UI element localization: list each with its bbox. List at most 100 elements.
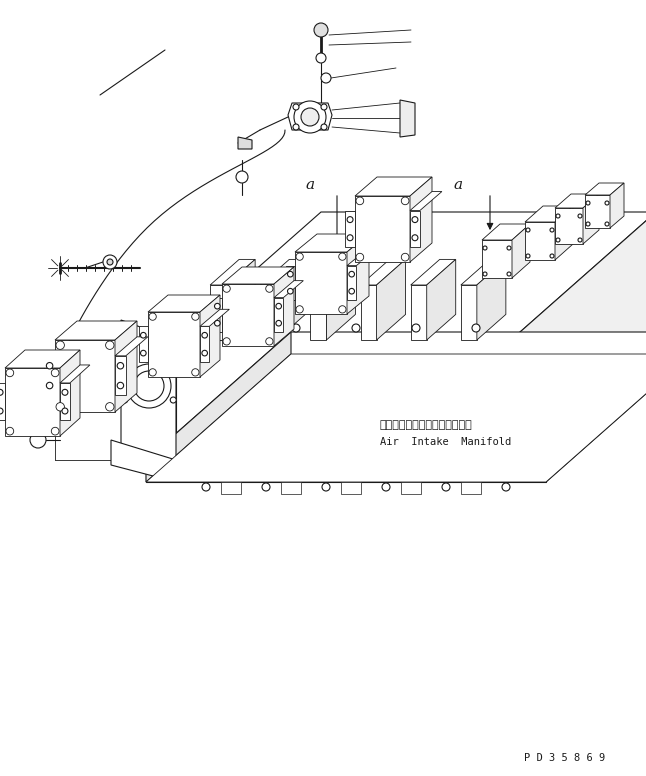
Circle shape <box>502 483 510 491</box>
Circle shape <box>586 201 590 205</box>
Polygon shape <box>222 284 274 346</box>
Circle shape <box>62 408 68 414</box>
Polygon shape <box>555 194 599 208</box>
Circle shape <box>223 285 230 293</box>
Polygon shape <box>221 482 241 494</box>
Circle shape <box>507 246 511 250</box>
Circle shape <box>292 324 300 332</box>
Circle shape <box>296 306 303 313</box>
Circle shape <box>107 259 113 265</box>
Circle shape <box>276 303 282 309</box>
Polygon shape <box>411 285 427 340</box>
Polygon shape <box>60 350 80 436</box>
Circle shape <box>214 303 220 309</box>
Circle shape <box>0 408 3 414</box>
Circle shape <box>214 320 220 326</box>
Polygon shape <box>311 285 326 340</box>
Circle shape <box>321 104 327 110</box>
Polygon shape <box>410 192 442 210</box>
Circle shape <box>51 369 59 376</box>
Circle shape <box>550 254 554 258</box>
Polygon shape <box>115 337 148 356</box>
Polygon shape <box>176 340 511 460</box>
Circle shape <box>578 238 582 242</box>
Circle shape <box>117 362 123 369</box>
Polygon shape <box>286 265 295 300</box>
Polygon shape <box>400 100 415 137</box>
Circle shape <box>352 324 360 332</box>
Text: a: a <box>305 178 314 192</box>
Polygon shape <box>0 383 5 421</box>
Polygon shape <box>347 265 357 300</box>
Polygon shape <box>461 259 506 285</box>
Circle shape <box>47 362 53 369</box>
Circle shape <box>483 246 487 250</box>
Polygon shape <box>555 208 583 244</box>
Circle shape <box>146 355 152 361</box>
Circle shape <box>412 324 420 332</box>
Circle shape <box>296 253 303 260</box>
Circle shape <box>232 324 240 332</box>
Polygon shape <box>222 267 294 284</box>
Circle shape <box>550 228 554 232</box>
Polygon shape <box>461 285 477 340</box>
Circle shape <box>442 483 450 491</box>
Circle shape <box>103 255 117 269</box>
Circle shape <box>556 214 560 218</box>
Polygon shape <box>583 194 599 244</box>
Circle shape <box>266 338 273 345</box>
Circle shape <box>321 124 327 130</box>
Circle shape <box>556 238 560 242</box>
Polygon shape <box>111 440 176 482</box>
Polygon shape <box>401 482 421 494</box>
Circle shape <box>412 235 418 241</box>
Polygon shape <box>260 285 276 340</box>
Circle shape <box>526 254 530 258</box>
Polygon shape <box>115 321 137 412</box>
Polygon shape <box>355 196 410 262</box>
Circle shape <box>134 371 164 401</box>
Polygon shape <box>360 285 377 340</box>
Circle shape <box>314 23 328 37</box>
Circle shape <box>287 289 293 294</box>
Circle shape <box>294 101 326 133</box>
Polygon shape <box>355 177 432 196</box>
Circle shape <box>127 364 171 408</box>
Circle shape <box>412 217 418 223</box>
Circle shape <box>192 369 199 376</box>
Circle shape <box>51 428 59 435</box>
Circle shape <box>586 222 590 226</box>
Polygon shape <box>146 332 291 482</box>
Circle shape <box>472 324 480 332</box>
Polygon shape <box>274 281 304 298</box>
Polygon shape <box>5 350 80 368</box>
Circle shape <box>202 350 207 356</box>
Polygon shape <box>210 259 255 285</box>
Polygon shape <box>60 383 70 421</box>
Circle shape <box>382 483 390 491</box>
Circle shape <box>356 253 364 261</box>
Circle shape <box>322 483 330 491</box>
Polygon shape <box>139 326 148 362</box>
Polygon shape <box>410 210 420 247</box>
Circle shape <box>117 383 123 389</box>
Circle shape <box>171 397 176 403</box>
Polygon shape <box>44 356 55 396</box>
Polygon shape <box>213 298 222 332</box>
Circle shape <box>141 332 146 338</box>
Circle shape <box>483 272 487 276</box>
Text: a: a <box>453 178 462 192</box>
Polygon shape <box>525 222 555 260</box>
Circle shape <box>578 214 582 218</box>
Circle shape <box>192 313 199 320</box>
Circle shape <box>276 320 282 326</box>
Circle shape <box>316 53 326 63</box>
Circle shape <box>321 73 331 83</box>
Circle shape <box>287 272 293 277</box>
Circle shape <box>347 235 353 241</box>
Polygon shape <box>55 321 137 340</box>
Circle shape <box>223 338 230 345</box>
Polygon shape <box>311 259 355 285</box>
Circle shape <box>56 403 65 411</box>
Polygon shape <box>200 310 229 326</box>
